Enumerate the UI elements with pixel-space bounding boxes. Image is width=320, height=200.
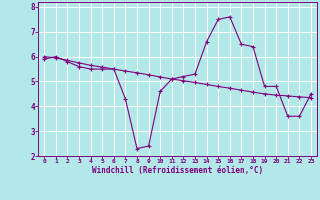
X-axis label: Windchill (Refroidissement éolien,°C): Windchill (Refroidissement éolien,°C) bbox=[92, 166, 263, 175]
